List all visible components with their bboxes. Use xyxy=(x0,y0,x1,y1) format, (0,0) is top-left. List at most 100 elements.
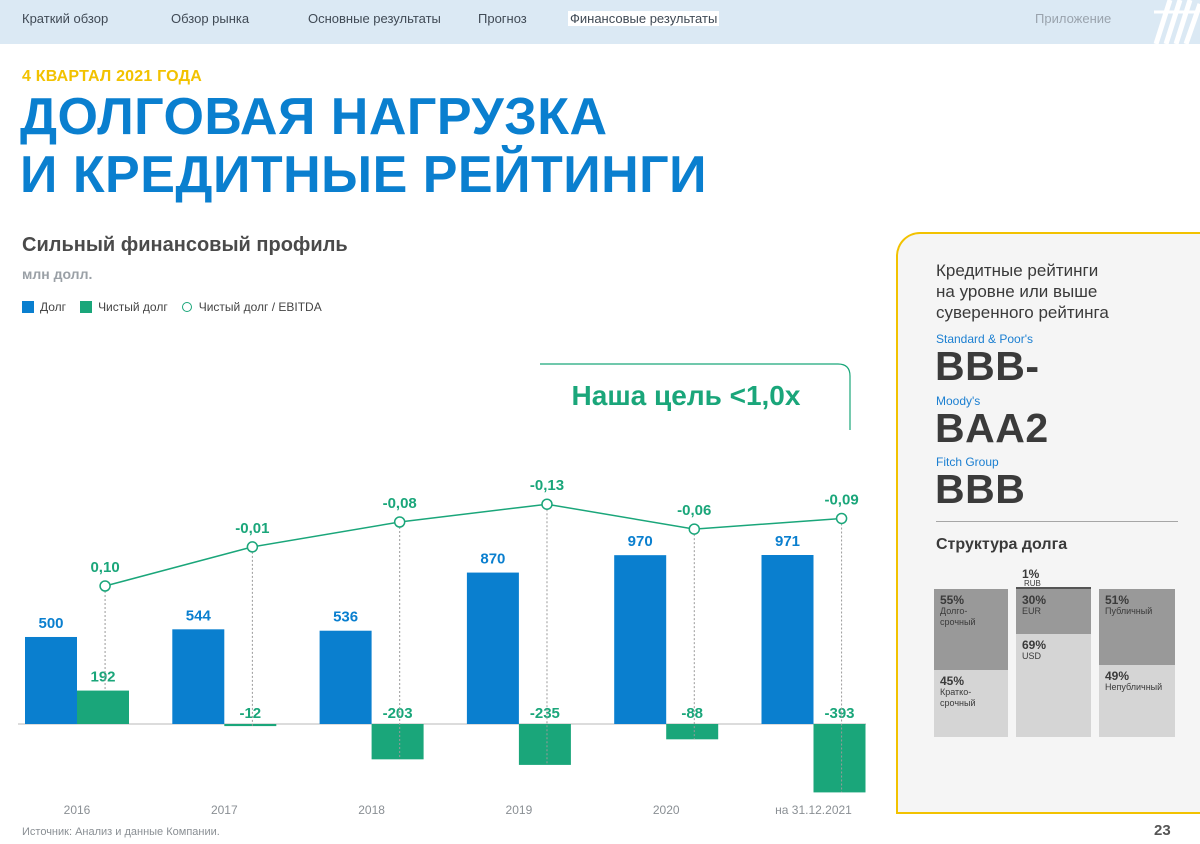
maturity-short-label-2: срочный xyxy=(940,698,976,708)
chart-subtitle: Сильный финансовый профиль xyxy=(22,234,348,256)
debt-value-label: 870 xyxy=(480,551,505,568)
currency-usd-pct: 69% xyxy=(1022,638,1047,652)
currency-rub-block xyxy=(1016,587,1091,589)
agency-moodys: Moody's xyxy=(936,394,981,408)
maturity-short-pct: 45% xyxy=(940,674,965,688)
ratio-point xyxy=(246,541,259,553)
chart-marks: 500 192 2016 544 -12 2017 536 -203 2018 870 -235 20… xyxy=(18,477,866,817)
maturity-short-label: Кратко-срочный xyxy=(940,687,975,709)
legend-marker-ratio xyxy=(181,302,192,312)
net-debt-value-label: -393 xyxy=(824,705,854,722)
ratio-point xyxy=(835,512,848,525)
ratio-point xyxy=(393,516,406,528)
nav-item-appendix[interactable]: Приложение xyxy=(1035,11,1112,26)
ratio-value-label: -0,09 xyxy=(824,491,858,508)
legend-label-debt: Долг xyxy=(40,300,67,314)
debt-value-label: 544 xyxy=(186,607,212,624)
legend-label-ratio: Чистый долг / EBITDA xyxy=(198,300,322,314)
debt-value-label: 971 xyxy=(775,533,800,550)
x-tick-label: 2020 xyxy=(653,803,680,817)
debt-bar xyxy=(761,555,814,724)
net-debt-bar xyxy=(518,724,571,765)
nav-item-market[interactable]: Обзор рынка xyxy=(171,11,250,26)
x-tick-label: 2016 xyxy=(64,803,91,817)
type-nonpublic-block: 49% Непубличный xyxy=(1099,665,1175,737)
net-debt-value-label: -235 xyxy=(530,705,560,722)
maturity-long-pct: 55% xyxy=(940,593,965,607)
top-navigation: Краткий обзор Обзор рынка Основные резул… xyxy=(0,0,1200,44)
legend-item-net-debt: Чистый долг xyxy=(80,300,168,314)
net-debt-bar xyxy=(813,724,866,793)
debt-bar xyxy=(319,630,372,724)
page-title: ДОЛГОВАЯ НАГРУЗКА И КРЕДИТНЫЕ РЕЙТИНГИ xyxy=(20,88,707,204)
ratio-value-label: -0,08 xyxy=(383,495,417,512)
debt-chart: Наша цель <1,0x 500 192 2016 544 -12 2017 536 -… xyxy=(18,363,866,817)
ratings-heading-line-3: суверенного рейтинга xyxy=(936,303,1109,322)
rating-fitch: BBB xyxy=(935,466,1026,512)
source-note: Источник: Анализ и данные Компании. xyxy=(22,826,220,838)
legend-label-net-debt: Чистый долг xyxy=(98,300,168,314)
net-debt-value-label: -12 xyxy=(239,705,261,722)
currency-eur-label: EUR xyxy=(1022,606,1042,616)
title-line-2: И КРЕДИТНЫЕ РЕЙТИНГИ xyxy=(20,146,707,204)
agency-fitch: Fitch Group xyxy=(936,455,999,469)
nav-item-results[interactable]: Основные результаты xyxy=(308,11,441,26)
nav-item-financials[interactable]: Финансовые результаты xyxy=(568,11,720,26)
title-line-1: ДОЛГОВАЯ НАГРУЗКА xyxy=(20,88,608,146)
x-tick-label: 2019 xyxy=(506,803,533,817)
maturity-short-block: 45% Кратко-срочный xyxy=(934,670,1008,737)
ratio-point xyxy=(688,523,701,535)
debt-bar xyxy=(25,636,77,724)
net-debt-bar xyxy=(371,724,424,760)
maturity-long-label-2: срочный xyxy=(940,617,976,627)
net-debt-value-label: -88 xyxy=(681,705,703,722)
ratio-value-label: -0,06 xyxy=(677,502,711,519)
legend-item-ratio: Чистый долг / EBITDA xyxy=(181,300,322,314)
currency-usd-block: 69% USD xyxy=(1016,634,1091,737)
logo-icon xyxy=(1148,0,1200,44)
currency-usd-label: USD xyxy=(1022,651,1042,661)
debt-bar xyxy=(614,555,667,724)
ratings-heading-line-1: Кредитные рейтинги xyxy=(936,261,1099,280)
nav-item-overview[interactable]: Краткий обзор xyxy=(22,11,109,26)
target-callout-frame xyxy=(540,363,851,430)
ratings-heading: Кредитные рейтинги на уровне или выше су… xyxy=(936,260,1176,323)
chart-legend: Долг Чистый долг Чистый долг / EBITDA xyxy=(22,300,336,314)
net-debt-value-label: 192 xyxy=(90,669,115,686)
target-callout: Наша цель <1,0x xyxy=(572,380,801,411)
debt-structure-title: Структура долга xyxy=(936,536,1068,553)
period-kicker: 4 КВАРТАЛ 2021 ГОДА xyxy=(22,68,202,85)
debt-value-label: 536 xyxy=(333,609,358,626)
type-public-label: Публичный xyxy=(1105,606,1153,616)
panel-divider xyxy=(936,521,1178,522)
ratio-value-label: 0,10 xyxy=(90,559,119,576)
rating-sp: BBB- xyxy=(935,343,1040,389)
ratio-value-label: -0,01 xyxy=(235,520,269,537)
rating-moodys: BAA2 xyxy=(935,405,1049,451)
legend-item-debt: Долг xyxy=(22,300,66,314)
nav-item-forecast[interactable]: Прогноз xyxy=(478,11,527,26)
ratio-line xyxy=(104,503,842,587)
currency-rub-label: RUB xyxy=(1024,579,1041,588)
maturity-long-label-1: Долго- xyxy=(940,606,968,616)
type-public-block: 51% Публичный xyxy=(1099,589,1175,665)
type-public-pct: 51% xyxy=(1105,593,1130,607)
ratings-panel: Кредитные рейтинги на уровне или выше су… xyxy=(896,232,1200,814)
maturity-long-block: 55% Долго-срочный xyxy=(934,589,1008,670)
maturity-long-label: Долго-срочный xyxy=(940,606,975,628)
legend-swatch-net-debt xyxy=(80,301,93,313)
chart-unit: млн долл. xyxy=(22,266,93,282)
type-nonpublic-label: Непубличный xyxy=(1105,682,1163,692)
type-nonpublic-pct: 49% xyxy=(1105,669,1130,683)
currency-eur-pct: 30% xyxy=(1022,593,1047,607)
legend-swatch-debt xyxy=(22,301,34,313)
net-debt-value-label: -203 xyxy=(383,705,413,722)
agency-sp: Standard & Poor's xyxy=(936,332,1034,346)
x-tick-label: на 31.12.2021 xyxy=(775,803,852,817)
net-debt-bar xyxy=(224,724,277,727)
currency-eur-block: 30% EUR xyxy=(1016,589,1091,634)
debt-bar xyxy=(172,629,225,724)
net-debt-bar xyxy=(77,690,129,724)
maturity-short-label-1: Кратко- xyxy=(940,687,972,697)
debt-value-label: 970 xyxy=(628,533,653,550)
